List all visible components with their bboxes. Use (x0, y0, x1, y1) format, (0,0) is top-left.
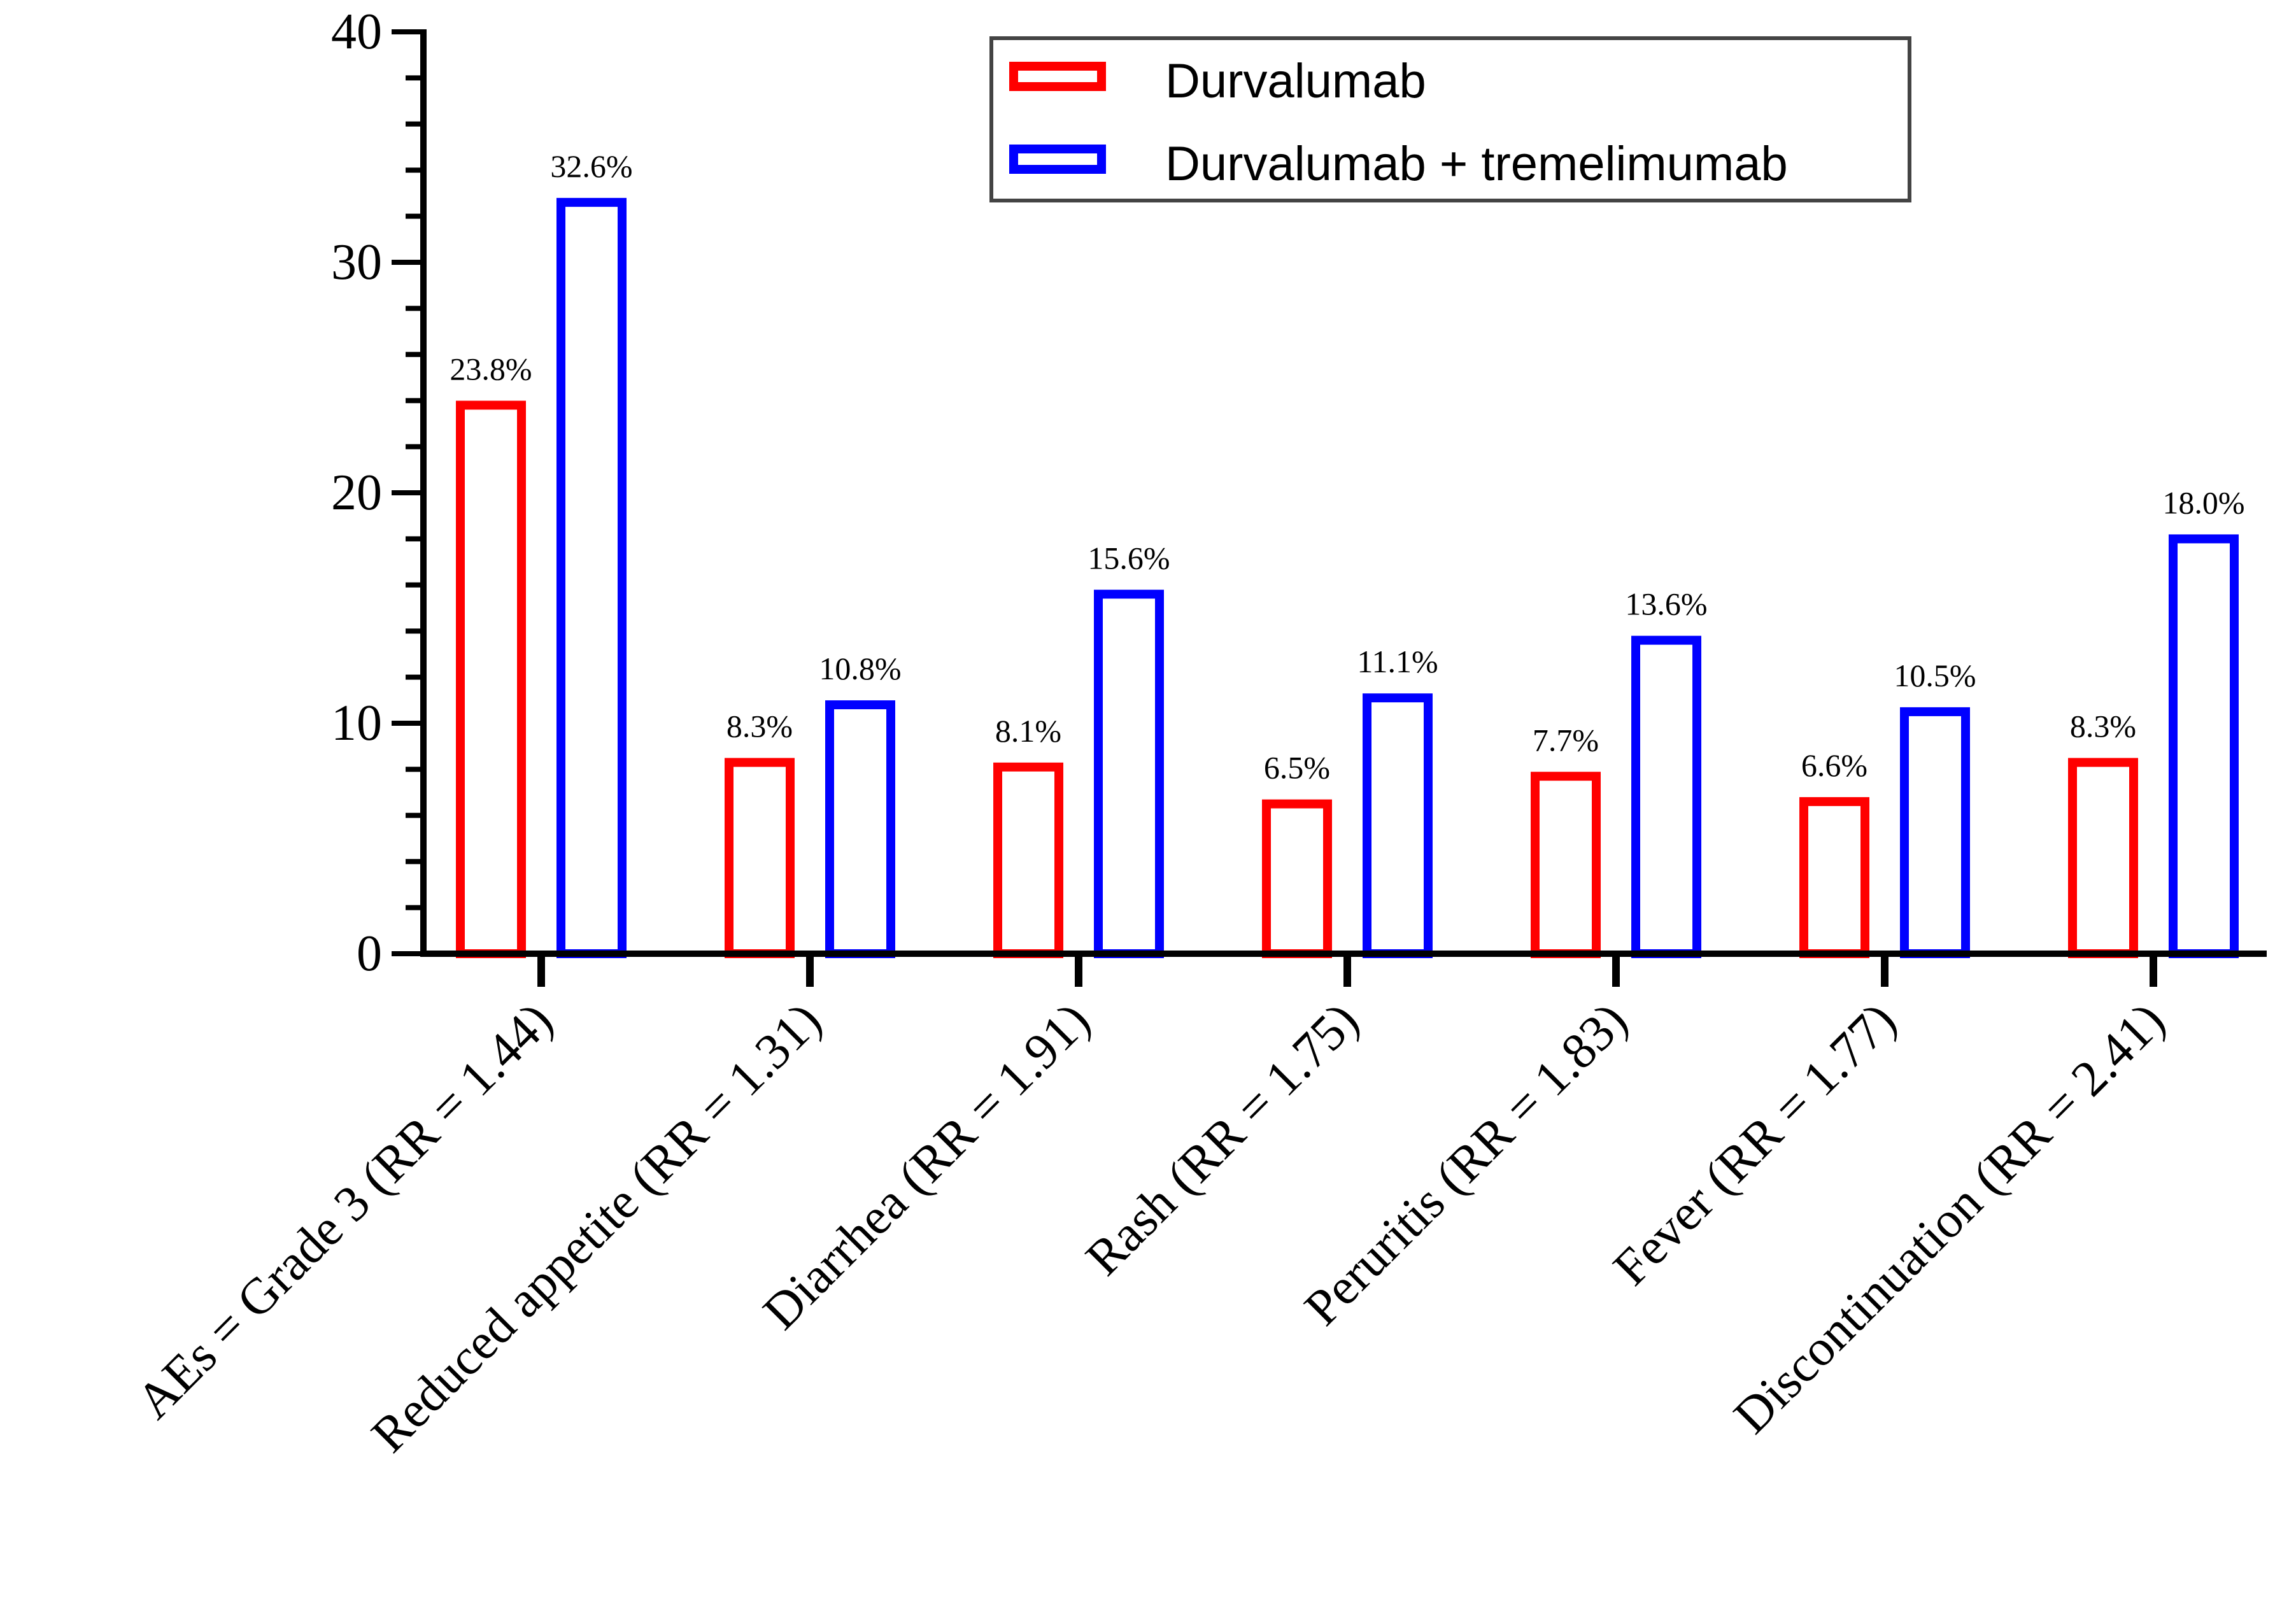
y-tick-label-40: 40 (331, 4, 382, 60)
bar-s0-c4 (1531, 772, 1601, 958)
data-label-s1-c0: 32.6% (550, 148, 632, 184)
bar-s1-c5 (1900, 707, 1970, 959)
y-tick-label-20: 20 (331, 465, 382, 521)
data-label-s1-c3: 11.1% (1357, 644, 1438, 679)
bar-s1-c3 (1363, 693, 1433, 959)
bar-s1-c2 (1094, 590, 1164, 958)
data-label-s0-c5: 6.6% (1801, 747, 1867, 783)
x-category-label-1: Reduced appetite (RR = 1.31) (361, 993, 832, 1464)
legend-label-durvalumab-tremelimumab: Durvalumab + tremelimumab (1165, 137, 1788, 191)
bar-s1-c1 (825, 700, 895, 959)
bar-s0-c5 (1799, 797, 1869, 958)
legend-swatch-durvalumab (1009, 62, 1106, 91)
data-label-s1-c1: 10.8% (819, 651, 901, 686)
data-label-s1-c5: 10.5% (1894, 658, 1976, 693)
x-category-label-6: Discontinuation (RR = 2.41) (1724, 993, 2176, 1445)
bar-s0-c3 (1262, 799, 1332, 958)
bar-s0-c1 (725, 758, 795, 959)
legend-box (989, 36, 1911, 202)
bar-s0-c6 (2068, 758, 2138, 959)
x-category-label-5: Fever (RR = 1.77) (1603, 993, 1906, 1296)
data-label-s0-c1: 8.3% (726, 709, 793, 744)
bar-s1-c4 (1631, 635, 1701, 958)
legend-label-durvalumab: Durvalumab (1165, 54, 1426, 108)
y-tick-label-10: 10 (331, 695, 382, 751)
y-tick-label-30: 30 (331, 234, 382, 290)
data-labels-layer: 23.8% 32.6% 8.3% 10.8% 8.1% 15.6% 6.5% 11.1% 7.7… (450, 148, 2244, 786)
bar-s0-c0 (456, 400, 526, 958)
x-axis: AEs = Grade 3 (RR = 1.44)Reduced appetit… (126, 951, 2267, 1464)
data-label-s1-c2: 15.6% (1088, 540, 1170, 576)
data-label-s1-c4: 13.6% (1625, 586, 1707, 622)
bar-s1-c6 (2169, 534, 2239, 958)
x-category-label-3: Rash (RR = 1.75) (1075, 993, 1370, 1287)
bars-layer (456, 197, 2239, 959)
data-label-s0-c6: 8.3% (2070, 709, 2136, 744)
y-tick-label-0: 0 (357, 926, 382, 982)
data-label-s0-c0: 23.8% (450, 351, 532, 386)
data-label-s1-c6: 18.0% (2162, 484, 2244, 520)
y-axis: 0 10 20 30 40 (331, 4, 427, 982)
legend-swatch-durvalumab-tremelimumab (1009, 145, 1106, 174)
data-label-s0-c2: 8.1% (995, 713, 1061, 749)
legend: Durvalumab Durvalumab + tremelimumab (989, 36, 1911, 202)
data-label-s0-c4: 7.7% (1533, 722, 1599, 758)
data-label-s0-c3: 6.5% (1264, 750, 1330, 786)
bar-s1-c0 (556, 197, 627, 958)
bar-s0-c2 (993, 762, 1063, 959)
